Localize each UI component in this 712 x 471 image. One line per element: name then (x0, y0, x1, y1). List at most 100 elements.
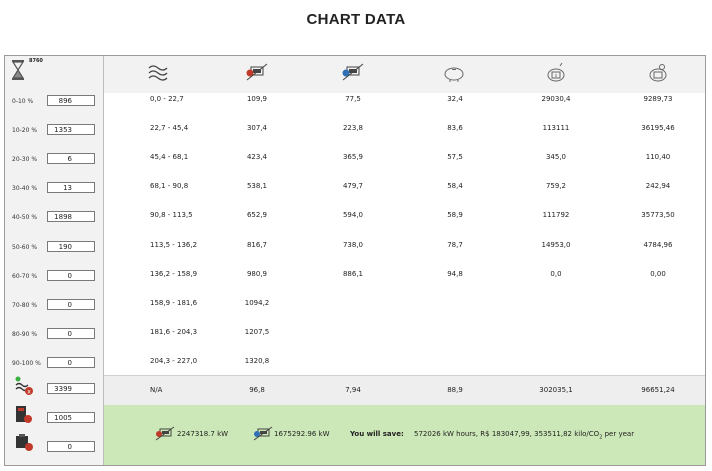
row-label: 80-90 % (12, 330, 38, 338)
totals-c5: 96651,24 (641, 386, 675, 394)
meter-in-icon (245, 63, 269, 87)
count-field[interactable]: 6 (47, 153, 95, 165)
waves-icon (147, 63, 169, 87)
table-cell-c3: 58,9 (447, 211, 463, 220)
table-cell-c5: 4784,96 (643, 240, 673, 249)
savings-text: 572026 kW hours, R$ 183047,99, 353511,82… (414, 430, 634, 440)
table-cell-range: 181,6 - 204,3 (150, 327, 198, 336)
table-cell-c4: 111792 (542, 211, 570, 220)
count-field[interactable]: 1353 (47, 124, 95, 136)
table-cell-c2: 479,7 (342, 182, 364, 191)
count-field[interactable]: 190 (47, 240, 95, 252)
table-body: 0,0 - 22,7 109,9 77,5 32,4 29030,4 9289,73 22,… (104, 93, 705, 375)
meter-out-icon (252, 426, 274, 444)
table-cell-c5: 110,40 (645, 153, 671, 162)
count-field[interactable]: 1898 (47, 211, 95, 223)
table-cell-c2: 223,8 (342, 124, 364, 133)
row-label: 20-30 % (12, 156, 38, 164)
row-label: 0-10 % (12, 98, 34, 105)
run-hours-field[interactable]: 1005 (47, 412, 95, 423)
table-cell-c2: 886,1 (342, 269, 364, 278)
table-cell-c2: 77,5 (345, 95, 361, 103)
table-cell-c5: 242,94 (645, 182, 671, 191)
table-cell-c1: 109,9 (246, 95, 268, 103)
savings-text-tail: per year (602, 430, 635, 438)
piggybank-icon (442, 63, 466, 87)
table-cell-c5: 36195,46 (641, 124, 675, 133)
table-cell-range: 22,7 - 45,4 (150, 124, 189, 133)
table-cell-range: 158,9 - 181,6 (150, 298, 198, 307)
table-header: $ (104, 56, 705, 93)
stop-hours-field[interactable]: 0 (47, 441, 95, 452)
table-cell-c1: 1207,5 (244, 327, 270, 336)
totals-c4: 302035,1 (539, 386, 573, 394)
savings-text-main: 572026 kW hours, R$ 183047,99, 353511,82… (414, 430, 600, 438)
table-cell-range: 68,1 - 90,8 (150, 182, 189, 191)
table-cell-c4: 759,2 (545, 182, 567, 191)
totals-row: N/A 96,8 7,94 88,9 302035,1 96651,24 (104, 375, 705, 406)
row-label: 40-50 % (12, 214, 38, 222)
count-field[interactable]: 896 (47, 95, 95, 106)
savings-text-sub: 2 (599, 434, 603, 441)
table-cell-range: 113,5 - 136,2 (150, 240, 198, 249)
table-cell-c1: 1320,8 (244, 356, 270, 365)
totals-c2: 7,94 (345, 386, 361, 394)
chart-data-panel: 8760 0-10 % 896 10-20 % 1353 20-30 % 6 30-40 %… (4, 55, 706, 466)
table-cell-c2: 738,0 (342, 240, 364, 249)
money-bag-icon (646, 63, 670, 87)
table-cell-c3: 94,8 (447, 269, 463, 278)
hourglass-icon (11, 60, 25, 84)
table-cell-c3: 83,6 (447, 124, 463, 133)
hours-label: 8760 (29, 58, 43, 64)
table-cell-c4: 14953,0 (541, 240, 571, 249)
sidebar: 8760 0-10 % 896 10-20 % 1353 20-30 % 6 30-40 %… (5, 56, 104, 465)
svg-text:$: $ (555, 73, 558, 78)
count-field[interactable]: 0 (47, 298, 95, 310)
table-cell-range: 0,0 - 22,7 (150, 95, 184, 103)
table-cell-c5: 0,00 (650, 269, 666, 278)
table-cell-c2: 365,9 (342, 153, 364, 162)
table-cell-c3: 58,4 (447, 182, 463, 191)
savings-out-kw: 1675292.96 kW (274, 430, 330, 438)
table-cell-c1: 980,9 (246, 269, 268, 278)
row-label: 90-100 % (12, 359, 41, 367)
cash-counter-icon: $ (544, 62, 568, 87)
table-cell-c3: 78,7 (447, 240, 463, 249)
row-label: 30-40 % (12, 185, 38, 193)
savings-banner: 2247318.7 kW 1675292.96 kW You will save… (104, 405, 705, 465)
table-cell-c1: 307,4 (246, 124, 268, 133)
svg-text:x: x (27, 389, 31, 396)
waves-alert-icon: x (14, 376, 34, 400)
table-cell-c3: 57,5 (447, 153, 463, 162)
table-cell-c3: 32,4 (447, 95, 463, 103)
table-cell-c1: 538,1 (246, 182, 268, 191)
count-field[interactable]: 0 (47, 356, 95, 368)
table-cell-range: 45,4 - 68,1 (150, 153, 189, 162)
total-count-field[interactable]: 3399 (47, 383, 95, 394)
table-cell-c1: 652,9 (246, 211, 268, 220)
table-cell-c4: 113111 (542, 124, 570, 133)
page-title: CHART DATA (306, 11, 406, 28)
row-label: 70-80 % (12, 301, 38, 309)
table-cell-c4: 345,0 (545, 153, 567, 162)
table-cell-c4: 29030,4 (541, 95, 571, 103)
compressor-run-icon (14, 405, 34, 429)
row-label: 10-20 % (12, 127, 38, 135)
row-label: 60-70 % (12, 272, 38, 280)
table-cell-c4: 0,0 (550, 269, 562, 278)
table-cell-c1: 816,7 (246, 240, 268, 249)
table-cell-c5: 35773,50 (641, 211, 675, 220)
meter-out-icon (341, 63, 365, 87)
savings-label: You will save: (350, 430, 404, 438)
table-cell-c2: 594,0 (342, 211, 364, 220)
count-field[interactable]: 0 (47, 269, 95, 281)
table-cell-c1: 1094,2 (244, 298, 270, 307)
count-field[interactable]: 13 (47, 182, 95, 194)
totals-range: N/A (150, 386, 163, 394)
meter-in-icon (154, 426, 176, 444)
savings-in-kw: 2247318.7 kW (177, 430, 229, 438)
table-cell-range: 90,8 - 113,5 (150, 211, 193, 220)
totals-c3: 88,9 (447, 386, 463, 394)
count-field[interactable]: 0 (47, 327, 95, 339)
table-cell-range: 136,2 - 158,9 (150, 269, 198, 278)
